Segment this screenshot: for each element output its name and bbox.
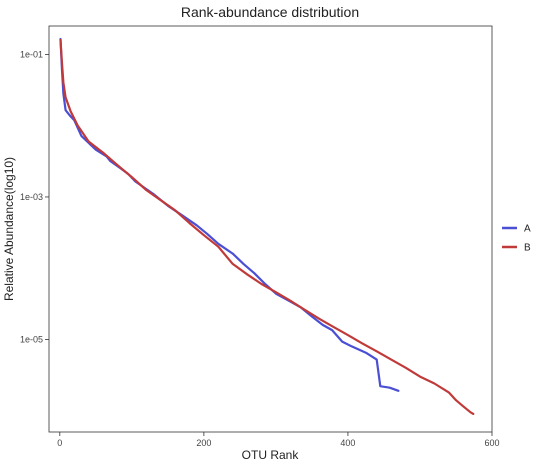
x-tick-label: 200 [196,438,211,448]
series-line-a [59,37,400,392]
y-tick-label: 1e-03 [20,192,43,202]
y-tick-label: 1e-05 [20,334,43,344]
y-tick-label: 1e-01 [20,49,43,59]
y-axis: 1e-01 1e-03 1e-05 [20,49,49,344]
x-axis-label: OTU Rank [242,448,300,462]
series-layer [59,37,475,415]
x-axis: 0 200 400 600 [57,432,500,448]
legend-label-b: B [524,243,531,254]
x-tick-label: 400 [340,438,355,448]
series-line-b [59,38,475,415]
y-axis-label: Relative Abundance(log10) [2,157,16,301]
x-tick-label: 600 [484,438,499,448]
legend-label-a: A [524,224,531,235]
legend: AB [502,224,531,254]
chart-title: Rank-abundance distribution [181,4,359,20]
x-tick-label: 0 [57,438,62,448]
plot-area [48,25,493,433]
